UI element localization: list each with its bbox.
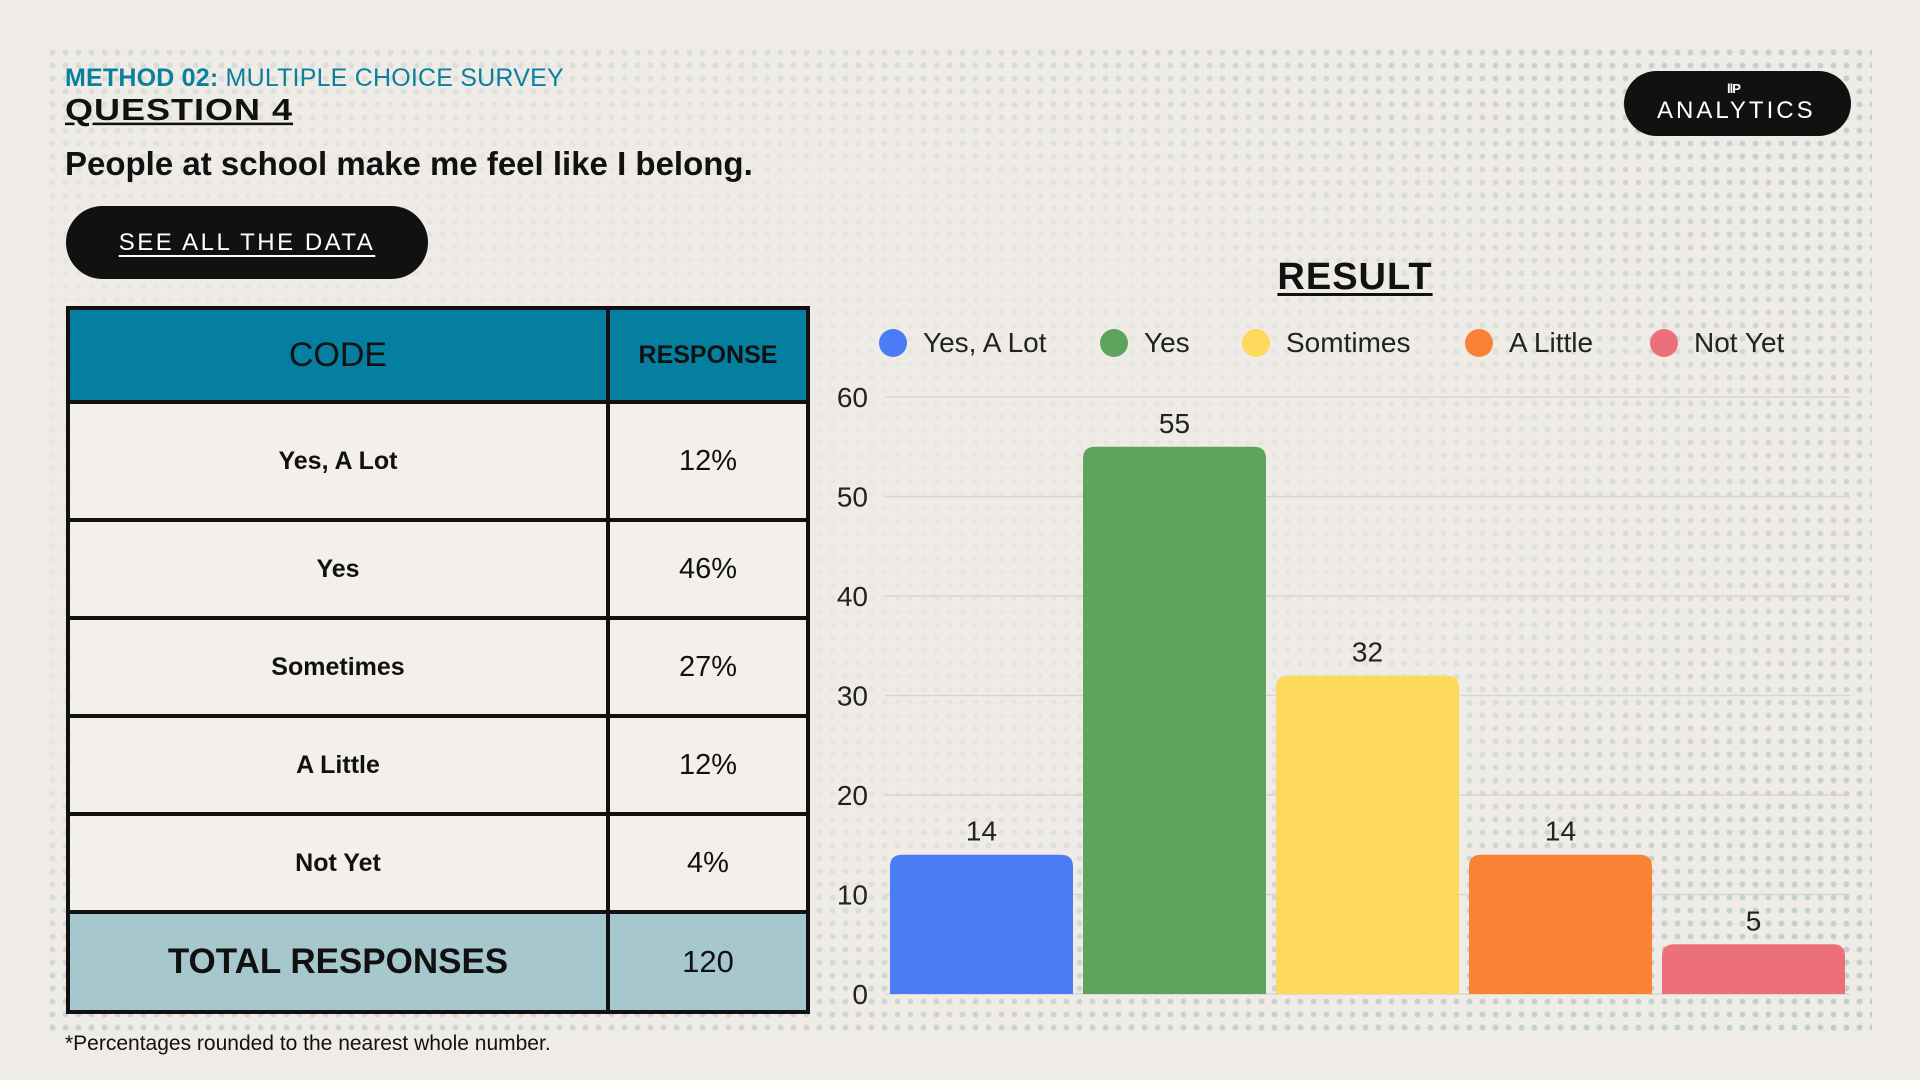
legend-label: Yes: [1144, 327, 1190, 358]
table-row: Sometimes 27%: [66, 616, 810, 718]
total-label: TOTAL RESPONSES: [66, 910, 610, 1014]
response-cell: 46%: [606, 518, 810, 620]
table-row: A Little 12%: [66, 714, 810, 816]
data-label: 32: [1352, 637, 1383, 668]
table-row: Yes 46%: [66, 518, 810, 620]
legend-label: Somtimes: [1286, 327, 1410, 358]
y-tick-label: 20: [837, 780, 868, 811]
total-row: TOTAL RESPONSES 120: [66, 910, 810, 1014]
brand-mark: llP: [1727, 81, 1741, 96]
table-header-row: CODE RESPONSE: [66, 306, 810, 404]
bar: [1662, 944, 1845, 994]
code-cell: Sometimes: [66, 616, 610, 718]
legend-swatch: [879, 329, 907, 357]
bar: [1276, 675, 1459, 994]
legend-label: A Little: [1509, 327, 1593, 358]
table-row: Not Yet 4%: [66, 812, 810, 914]
response-column-header: RESPONSE: [606, 306, 810, 404]
bar: [890, 854, 1073, 994]
response-table: CODE RESPONSE Yes, A Lot 12% Yes 46% Som…: [66, 306, 810, 1014]
y-tick-label: 40: [837, 581, 868, 612]
legend-swatch: [1100, 329, 1128, 357]
response-cell: 12%: [606, 400, 810, 522]
code-cell: Yes: [66, 518, 610, 620]
brand-text: ANALYTICS: [1657, 97, 1816, 124]
footnote: *Percentages rounded to the nearest whol…: [65, 1032, 551, 1055]
data-label: 14: [1545, 816, 1576, 847]
bar: [1083, 446, 1266, 994]
method-label: METHOD 02: MULTIPLE CHOICE SURVEY: [65, 64, 564, 92]
table-row: Yes, A Lot 12%: [66, 400, 810, 522]
y-tick-label: 50: [837, 482, 868, 513]
question-statement: People at school make me feel like I bel…: [65, 145, 753, 182]
legend-swatch: [1242, 329, 1270, 357]
total-value: 120: [606, 910, 810, 1014]
code-cell: Yes, A Lot: [66, 400, 610, 522]
response-cell: 27%: [606, 616, 810, 718]
question-number: QUESTION 4: [65, 92, 294, 127]
data-label: 55: [1159, 408, 1190, 439]
legend-swatch: [1465, 329, 1493, 357]
code-cell: A Little: [66, 714, 610, 816]
data-label: 14: [966, 816, 997, 847]
code-cell: Not Yet: [66, 812, 610, 914]
legend-label: Not Yet: [1694, 327, 1785, 358]
code-column-header: CODE: [66, 306, 610, 404]
chart-title: RESULT: [1277, 256, 1433, 298]
response-cell: 4%: [606, 812, 810, 914]
response-cell: 12%: [606, 714, 810, 816]
legend-label: Yes, A Lot: [923, 327, 1047, 358]
see-all-data-button[interactable]: SEE ALL THE DATA: [66, 206, 428, 279]
y-tick-label: 60: [837, 382, 868, 413]
y-tick-label: 10: [837, 880, 868, 911]
data-label: 5: [1746, 905, 1762, 936]
bar: [1469, 854, 1652, 994]
y-tick-label: 30: [837, 681, 868, 712]
analytics-logo: llP ANALYTICS: [1624, 71, 1851, 136]
y-tick-label: 0: [852, 979, 868, 1010]
legend-swatch: [1650, 329, 1678, 357]
